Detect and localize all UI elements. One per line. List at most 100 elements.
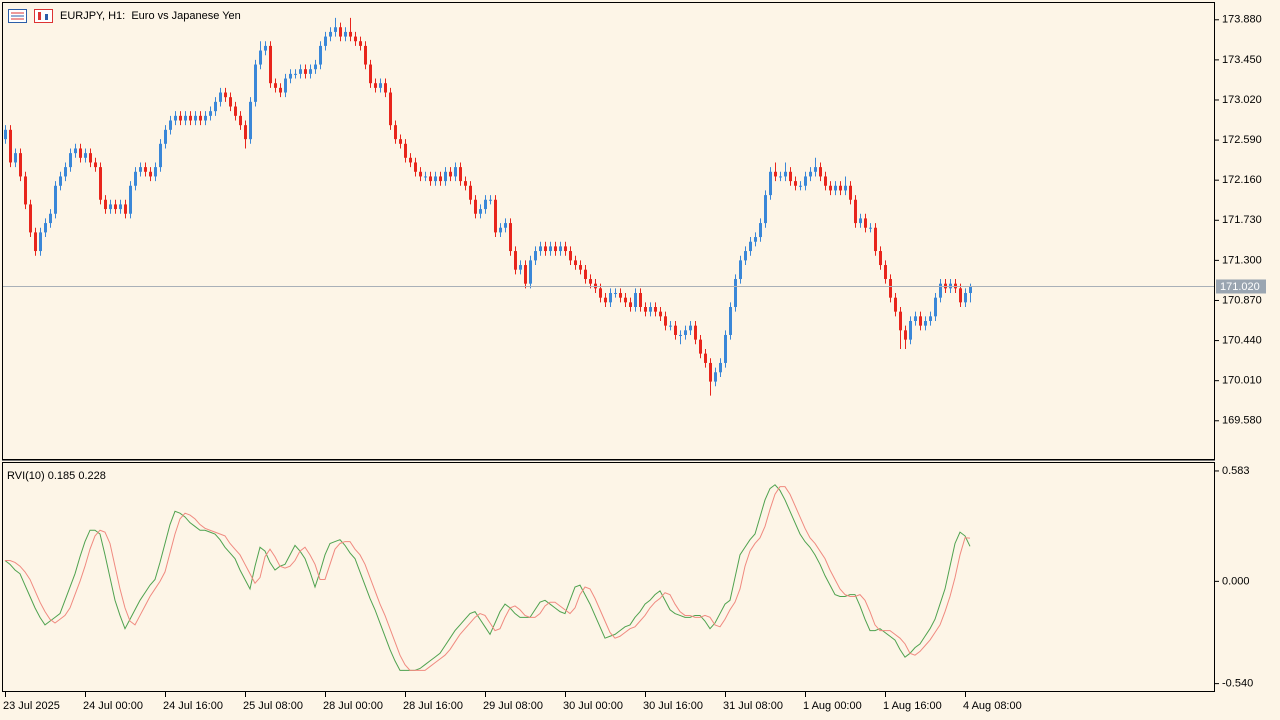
x-tick-label: 28 Jul 16:00 xyxy=(403,700,463,712)
indicator-line xyxy=(4,484,971,671)
candle-body xyxy=(754,237,757,242)
candle-body xyxy=(884,265,887,280)
candle-body xyxy=(339,27,342,37)
icon-bar xyxy=(38,12,41,20)
candle-body xyxy=(259,50,262,65)
candle-body xyxy=(34,232,37,252)
candle-body xyxy=(584,269,587,280)
candle-body xyxy=(704,353,707,363)
candle-body xyxy=(114,204,117,210)
candle-body xyxy=(199,115,202,121)
candle-body xyxy=(149,171,152,177)
candle-body xyxy=(909,320,912,340)
candle-body xyxy=(604,297,607,303)
y-tick-label: 169.580 xyxy=(1222,415,1262,427)
candle-body xyxy=(519,265,522,270)
candle-body xyxy=(714,372,717,382)
candle-body xyxy=(969,286,972,294)
candle-body xyxy=(399,139,402,144)
candle-body xyxy=(424,176,427,178)
candle-body xyxy=(539,246,542,252)
candle-body xyxy=(489,199,492,201)
candle-body xyxy=(494,199,497,233)
candle-body xyxy=(59,176,62,186)
candle-body xyxy=(369,64,372,84)
price-panel-frame xyxy=(2,2,1215,460)
candle-body xyxy=(414,162,417,172)
candle-body xyxy=(739,260,742,280)
y-tick-label: 171.300 xyxy=(1222,254,1262,266)
candle-body xyxy=(589,279,592,284)
candle-body xyxy=(389,92,392,126)
candle-body xyxy=(314,64,317,70)
y-tick-label: 173.880 xyxy=(1222,14,1262,26)
candle-body xyxy=(509,223,512,252)
x-tick-label: 24 Jul 00:00 xyxy=(83,700,143,712)
candle-body xyxy=(549,246,552,252)
candle-body xyxy=(624,297,627,303)
candle-body xyxy=(214,101,217,112)
candle-body xyxy=(109,204,112,210)
candle-body xyxy=(774,171,777,177)
candle-body xyxy=(744,251,747,261)
candle-body xyxy=(249,101,252,140)
candle-body xyxy=(329,31,332,37)
candle-body xyxy=(894,297,897,312)
candle-body xyxy=(304,69,307,74)
candle-body xyxy=(719,362,722,373)
candle-body xyxy=(409,157,412,163)
x-tick-label: 29 Jul 08:00 xyxy=(483,700,543,712)
x-tick-label: 30 Jul 00:00 xyxy=(563,700,623,712)
candle-body xyxy=(394,125,397,140)
candle-body xyxy=(629,302,632,307)
y-tick-label: 170.870 xyxy=(1222,294,1262,306)
candle-body xyxy=(479,209,482,214)
candle-body xyxy=(439,176,442,182)
candle-body xyxy=(564,246,567,252)
candle-body xyxy=(264,45,267,51)
candle-body xyxy=(734,279,737,307)
candle-body xyxy=(934,297,937,317)
candle-body xyxy=(579,265,582,270)
candle-body xyxy=(444,171,447,182)
candle-body xyxy=(9,129,12,163)
candle-body xyxy=(299,69,302,74)
y-tick-label: 172.160 xyxy=(1222,174,1262,186)
candle-body xyxy=(864,218,867,228)
candle-body xyxy=(104,199,107,210)
candle-body xyxy=(534,251,537,261)
candle-body xyxy=(614,293,617,295)
candle-body xyxy=(234,106,237,116)
candle-body xyxy=(239,115,242,126)
candle-body xyxy=(64,167,67,177)
candle-body xyxy=(849,185,852,200)
y-tick-label: -0.540 xyxy=(1222,678,1253,690)
candle-body xyxy=(924,320,927,326)
candle-body xyxy=(69,153,72,168)
candle-body xyxy=(359,41,362,46)
candle-body xyxy=(164,129,167,144)
candle-body xyxy=(599,288,602,298)
candle-body xyxy=(784,171,787,177)
candle-body xyxy=(139,167,142,172)
candle-body xyxy=(44,223,47,233)
candle-body xyxy=(729,307,732,335)
candle-body xyxy=(194,115,197,121)
candle-body xyxy=(659,311,662,317)
candle-body xyxy=(724,334,727,363)
candle-body xyxy=(834,185,837,191)
candle-body xyxy=(29,204,32,233)
candle-body xyxy=(544,246,547,252)
candle-body xyxy=(124,204,127,214)
candle-body xyxy=(94,162,97,168)
candle-body xyxy=(689,325,692,331)
candle-body xyxy=(224,92,227,98)
candle-body xyxy=(334,27,337,32)
candle-body xyxy=(684,330,687,335)
candle-body xyxy=(134,171,137,186)
candle-body xyxy=(434,176,437,182)
candle-body xyxy=(669,325,672,327)
candle-body xyxy=(524,265,527,284)
